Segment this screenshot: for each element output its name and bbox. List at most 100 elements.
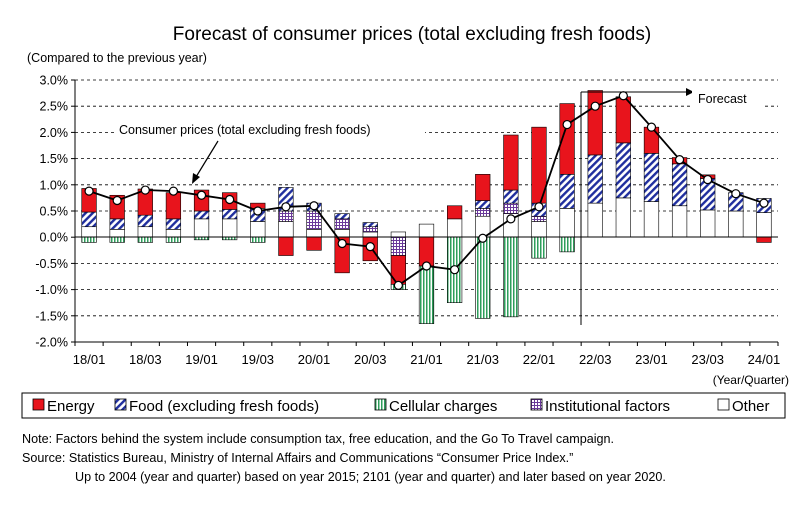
bar-energy [278,236,294,256]
legend-cellular-swatch [374,398,387,411]
bar-food-excluding-fresh-foods [503,189,519,204]
legend-other-swatch [717,398,730,411]
x-tick-label: 19/01 [185,352,218,367]
bar-food-excluding-fresh-foods [362,222,378,228]
cpi-point [112,195,122,206]
bar-other [447,218,463,238]
bar-other [559,208,575,238]
cpi-point [534,202,544,212]
bar-cellular-charges [418,265,435,324]
cpi-point [731,189,741,199]
bar-other [278,221,294,238]
bar-other [137,226,153,238]
cpi-point [562,119,572,130]
cpi-annotation-arrowhead [192,173,200,184]
legend-cellular-label: Cellular charges [389,398,497,415]
bar-food-excluding-fresh-foods [81,211,97,228]
bar-cellular-charges [250,236,266,243]
x-axis-ticks: 18/01 18/03 19/01 19/03 20/01 20/03 21/01 21/03… [73,342,780,367]
bar-food-excluding-fresh-foods [193,210,210,220]
bar-food-excluding-fresh-foods [334,213,350,220]
bar-energy [503,134,519,191]
y-tick-label: -0.5% [35,257,68,271]
cpi-point [281,202,291,212]
y-tick-label: 0.5% [40,205,69,219]
x-tick-label: 23/01 [635,352,668,367]
cpi-point [421,261,432,271]
y-tick-label: 2.0% [40,126,69,140]
bar-energy [447,205,463,220]
cpi-point [506,214,516,224]
forecast-label-bg [692,88,762,108]
legend-cellular: Cellular charges [374,398,497,415]
cpi-point [618,91,628,101]
cpi-point [337,238,347,249]
cpi-annotation: Consumer prices (total excluding fresh f… [119,123,371,137]
y-tick-label: 0.0% [40,231,69,245]
y-tick-label: -1.5% [35,309,68,323]
bar-cellular-charges [109,236,125,243]
source-text: Source: Statistics Bureau, Ministry of I… [22,451,574,465]
x-tick-label: 18/03 [129,352,162,367]
bar-food-excluding-fresh-foods [109,218,125,230]
cpi-point [674,155,685,165]
cpi-point [590,101,600,111]
x-tick-label: 21/03 [466,352,499,367]
x-tick-label: 22/03 [579,352,612,367]
bar-other [728,210,744,238]
cpi-point [393,280,403,291]
bar-other [193,218,210,238]
cpi-annotation-bg [115,120,425,140]
chart-canvas: Forecast of consumer prices (total exclu… [21,24,789,419]
cpi-point [84,186,94,196]
bar-other [362,231,378,238]
bar-energy [165,192,182,220]
cpi-point [703,174,713,185]
cpi-point [309,201,319,211]
bar-energy [306,236,322,251]
bar-food-excluding-fresh-foods [671,163,688,207]
legend-food-swatch [114,398,127,411]
cpi-line [84,91,769,291]
bar-other [643,201,660,238]
bar-other [165,229,182,238]
bar-cellular-charges [193,236,210,241]
bar-cellular-charges [559,236,575,253]
legend-other-label: Other [732,398,770,415]
source-text-2: Up to 2004 (year and quarter) based on y… [75,470,666,484]
cpi-point [646,122,657,132]
cpi-point [365,242,375,252]
legend-food: Food (excluding fresh foods) [114,398,319,415]
bar-institutional-factors [278,210,294,222]
bar-other [306,229,322,238]
legend-food-label: Food (excluding fresh foods) [129,398,319,415]
y-tick-label: 1.0% [40,178,69,192]
bar-energy [587,90,603,156]
bar-cellular-charges [531,236,547,259]
bar-food-excluding-fresh-foods [587,154,603,204]
bar-energy [390,255,406,285]
bar-other [250,221,266,238]
y-tick-label: 1.5% [40,152,69,166]
bar-food-excluding-fresh-foods [475,200,491,209]
legend-institutional: Institutional factors [530,398,670,415]
bar-energy [615,96,631,144]
bar-food-excluding-fresh-foods [165,218,182,230]
cpi-annotation-arrow [195,140,219,178]
bar-other [615,197,631,238]
legend-box [21,392,786,419]
bar-institutional-factors [362,226,378,233]
cpi-point [225,194,235,205]
cpi-point [168,186,179,196]
footnotes: Note: Factors behind the system include … [22,430,666,487]
note-text: Note: Factors behind the system include … [22,432,615,446]
legend-institutional-label: Institutional factors [545,398,670,415]
y-tick-label: -1.0% [35,283,68,297]
bar-cellular-charges [81,236,97,243]
bar-cellular-charges [222,236,238,241]
bar-food-excluding-fresh-foods [222,209,238,220]
bar-food-excluding-fresh-foods [559,174,575,209]
cpi-point [759,198,769,208]
bar-institutional-factors [390,236,406,256]
legend-institutional-swatch [530,398,543,411]
